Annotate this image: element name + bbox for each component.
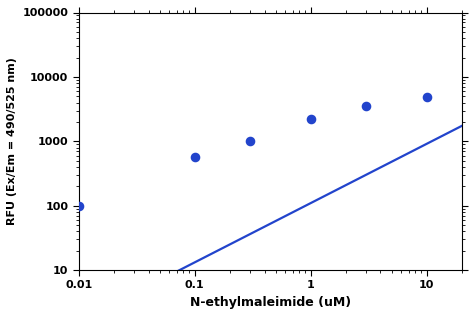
X-axis label: N-ethylmaleimide (uM): N-ethylmaleimide (uM) bbox=[190, 296, 351, 309]
Point bbox=[191, 154, 199, 159]
Point bbox=[362, 104, 370, 109]
Point bbox=[307, 117, 314, 122]
Point bbox=[75, 203, 82, 208]
Point bbox=[423, 95, 430, 100]
Point bbox=[246, 139, 254, 144]
Y-axis label: RFU (Ex/Em = 490/525 nm): RFU (Ex/Em = 490/525 nm) bbox=[7, 58, 17, 225]
